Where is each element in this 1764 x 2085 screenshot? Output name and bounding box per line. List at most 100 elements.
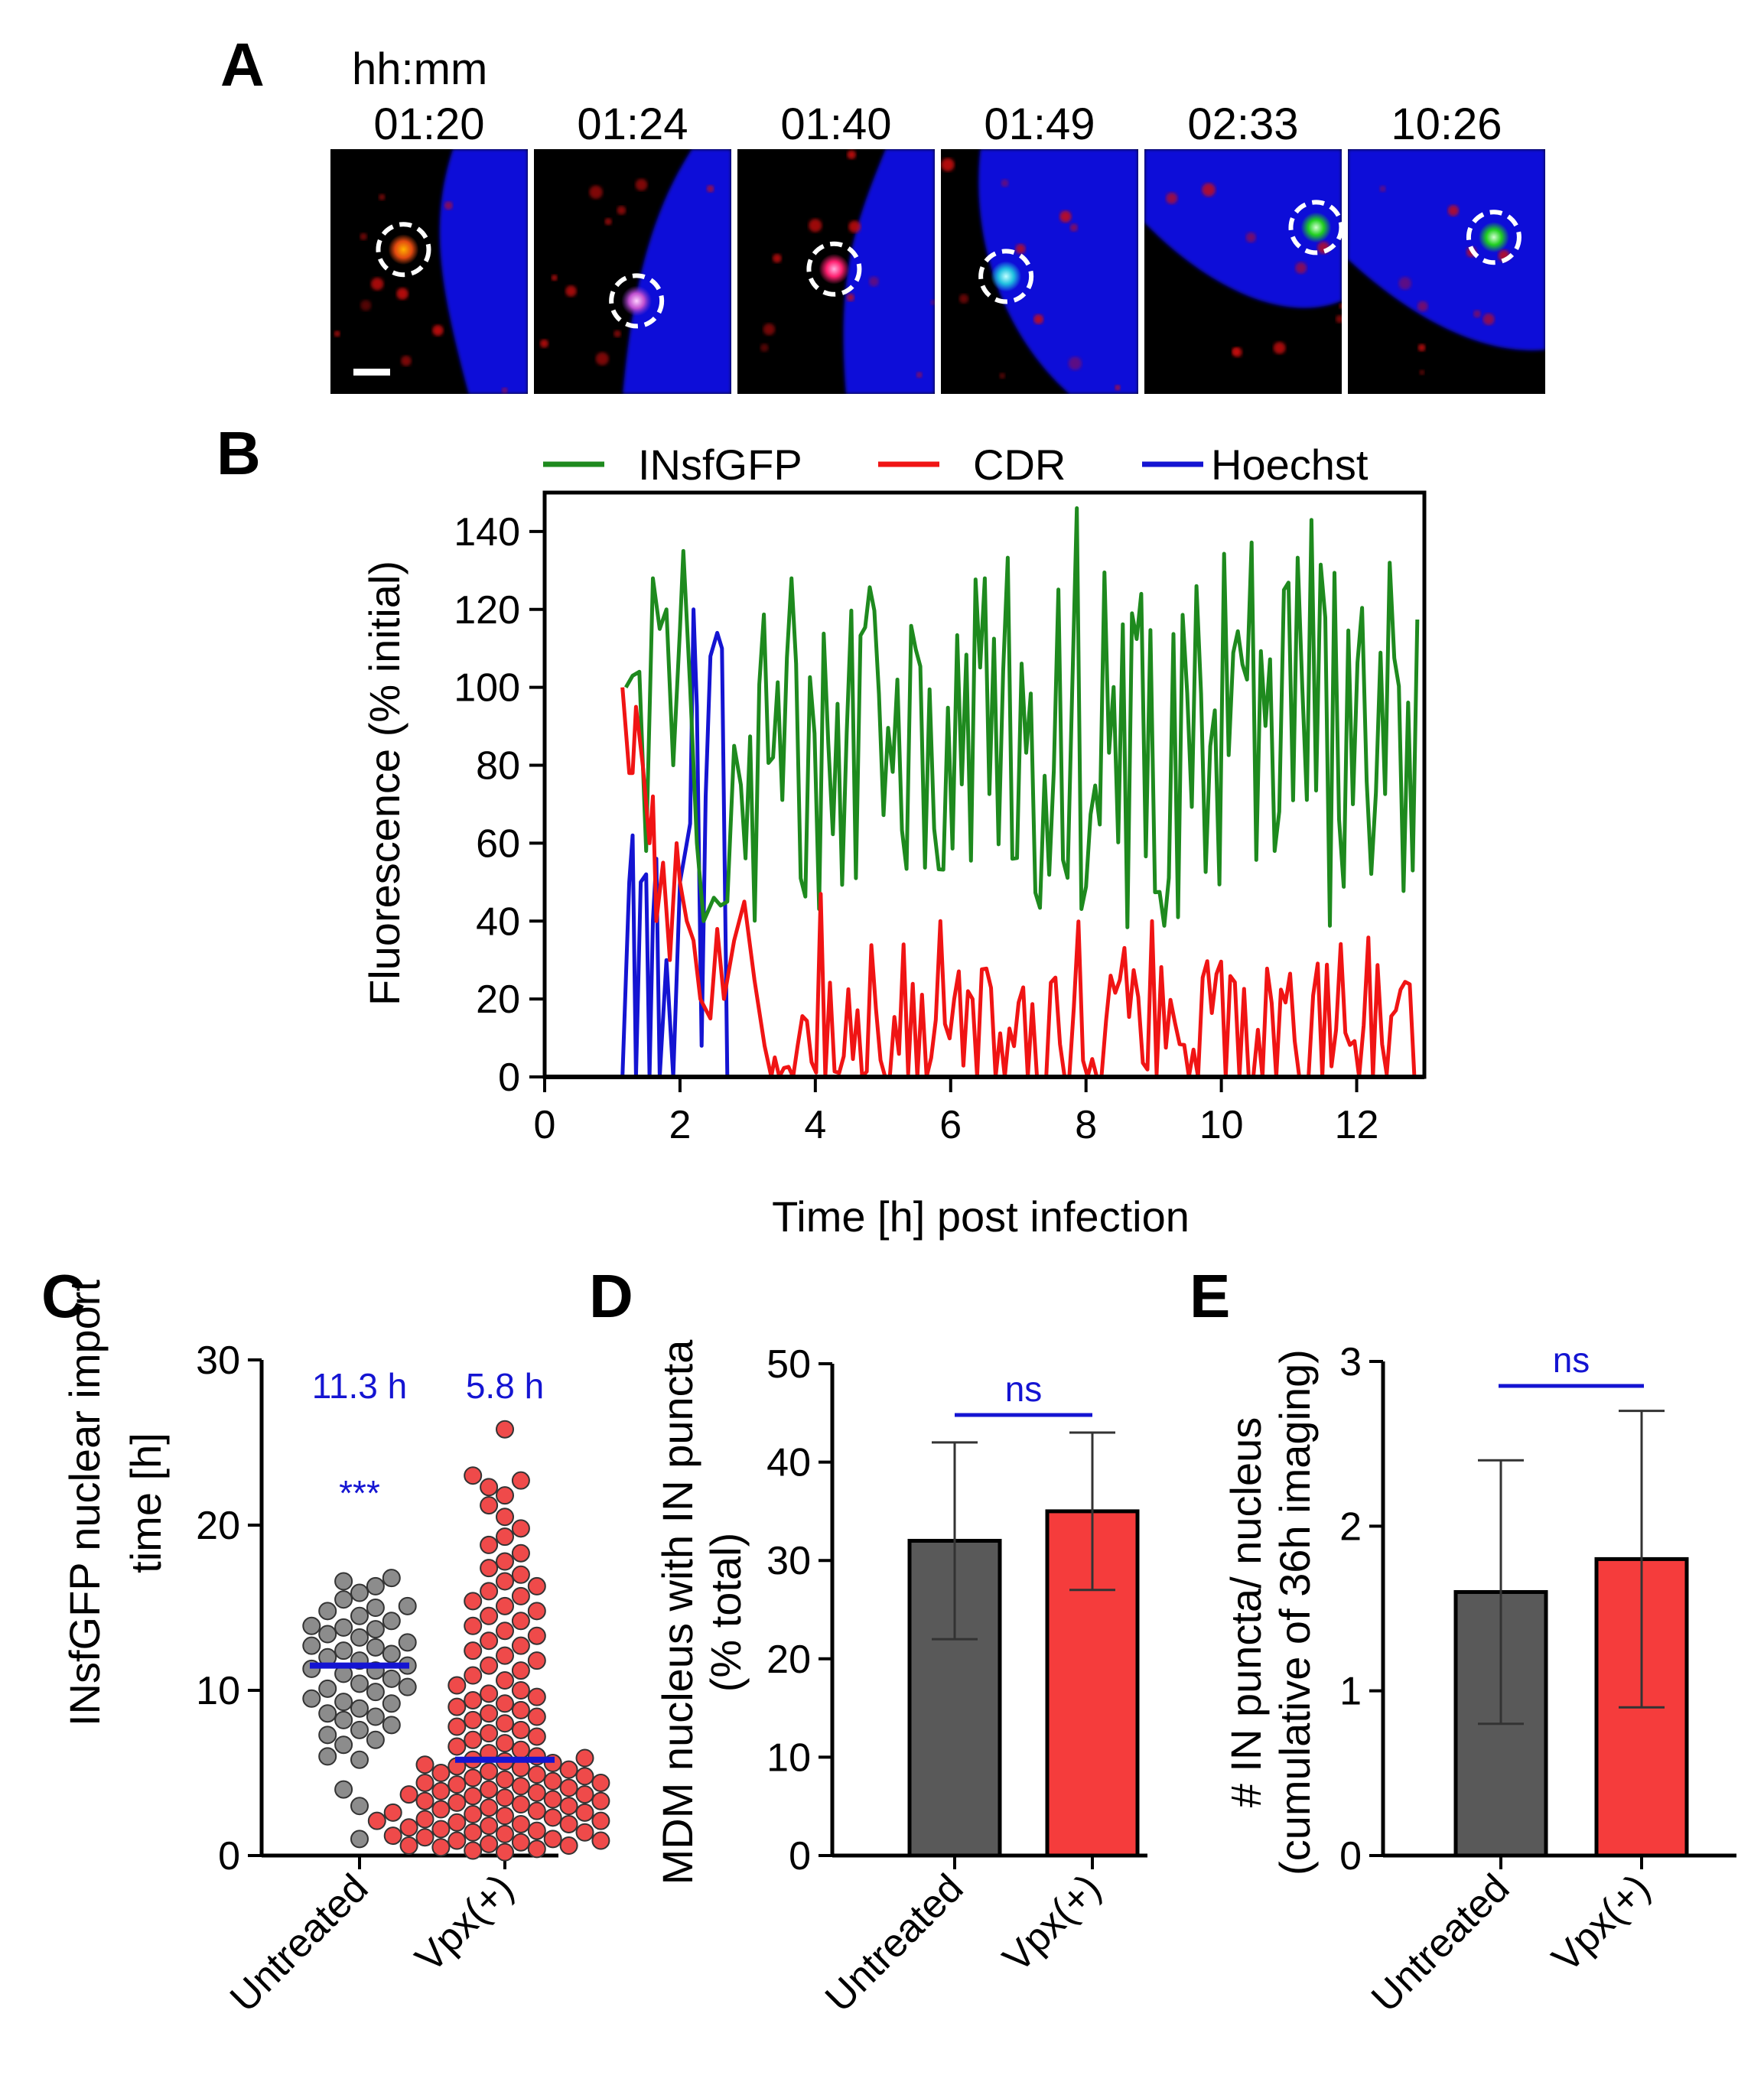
data-point — [527, 1765, 546, 1784]
data-point — [511, 1833, 530, 1852]
background-speckle — [1419, 369, 1425, 376]
background-speckle — [617, 206, 627, 215]
y-tick-label: 60 — [476, 821, 520, 866]
data-point — [511, 1681, 530, 1700]
panel-a-micrographs: A hh:mm 01:20 01:24 01:40 01:49 02:33 10:26 — [220, 31, 1545, 394]
data-point — [511, 1700, 530, 1719]
data-point — [302, 1616, 321, 1635]
data-point — [334, 1618, 353, 1637]
x-tick-label: 8 — [1075, 1103, 1097, 1147]
data-point — [350, 1750, 369, 1769]
viral-spot — [1300, 212, 1332, 243]
data-point — [496, 1843, 514, 1862]
data-point — [383, 1826, 402, 1846]
background-speckle — [1068, 356, 1082, 370]
x-tick-label: 4 — [804, 1103, 826, 1147]
y-tick-label: 40 — [766, 1441, 811, 1485]
data-point — [496, 1508, 514, 1527]
data-point — [480, 1684, 499, 1703]
data-point — [448, 1775, 467, 1794]
background-speckle — [1001, 179, 1009, 187]
background-speckle — [847, 150, 856, 160]
data-point — [496, 1807, 514, 1826]
data-point — [496, 1694, 514, 1713]
micrograph-frame: 01:24 — [534, 99, 731, 394]
background-speckle — [565, 285, 577, 297]
data-point — [496, 1527, 514, 1547]
y-tick-label: 20 — [766, 1638, 811, 1682]
data-point — [480, 1478, 499, 1497]
panel-b-line-chart: B INsfGFP CDR Hoechst 0 2 4 6 8 10 12020406080… — [216, 419, 1427, 1241]
data-point — [511, 1543, 530, 1563]
background-speckle — [595, 352, 609, 366]
data-point — [480, 1535, 499, 1554]
background-speckle — [1069, 223, 1078, 232]
data-point — [511, 1661, 530, 1680]
data-point — [448, 1793, 467, 1812]
data-point — [575, 1803, 594, 1822]
data-point — [350, 1674, 369, 1693]
data-point — [511, 1471, 530, 1490]
x-tick-label: 12 — [1335, 1103, 1379, 1147]
background-speckle — [1115, 385, 1121, 391]
panel-letter-e: E — [1190, 1262, 1230, 1330]
data-point — [350, 1830, 369, 1849]
data-point — [334, 1780, 353, 1799]
data-point — [350, 1583, 369, 1602]
y-tick-label: 120 — [454, 588, 520, 633]
data-point — [431, 1764, 451, 1782]
data-point — [575, 1748, 594, 1768]
y-axis-title-c-line1: INsfGFP nuclear import — [60, 1280, 109, 1726]
y-tick-label: 100 — [454, 666, 520, 711]
data-point — [511, 1720, 530, 1739]
data-point — [496, 1596, 514, 1615]
data-point — [464, 1768, 483, 1787]
x-tick-label: 2 — [669, 1103, 691, 1147]
background-speckle — [1417, 301, 1428, 312]
data-point — [591, 1773, 610, 1792]
data-point — [480, 1606, 499, 1625]
nucleus-region — [843, 149, 935, 394]
median-value-label: 11.3 h — [312, 1366, 407, 1406]
data-point — [415, 1810, 434, 1829]
x-category-label: Untreated — [222, 1865, 376, 2020]
background-speckle — [1339, 303, 1342, 309]
legend-label-cdr: CDR — [973, 441, 1066, 489]
data-point — [511, 1612, 530, 1631]
y-tick-label: 30 — [196, 1338, 240, 1383]
data-point — [399, 1836, 418, 1856]
background-speckle — [539, 339, 548, 348]
y-tick-label: 0 — [789, 1834, 811, 1878]
background-speckle — [1245, 232, 1256, 242]
background-speckle — [1482, 313, 1495, 325]
data-point — [527, 1839, 546, 1859]
data-point — [382, 1569, 401, 1588]
data-point — [480, 1761, 499, 1781]
significance-label: ns — [1553, 1340, 1590, 1380]
data-point — [302, 1689, 321, 1708]
data-point — [398, 1596, 417, 1615]
y-tick-label: 3 — [1339, 1340, 1362, 1384]
data-point — [480, 1780, 499, 1799]
median-value-label: 5.8 h — [466, 1366, 544, 1406]
background-speckle — [589, 185, 603, 200]
spot-marker-circle — [806, 241, 862, 297]
background-speckle — [396, 288, 408, 300]
data-point — [480, 1724, 499, 1743]
y-tick-label: 1 — [1339, 1670, 1362, 1714]
data-point — [496, 1486, 514, 1505]
y-tick-label: 50 — [766, 1342, 811, 1387]
x-tick-label: 6 — [939, 1103, 962, 1147]
x-category-label: Vpx(+) — [994, 1865, 1109, 1980]
data-point — [559, 1836, 578, 1856]
background-speckle — [444, 201, 453, 210]
x-tick-label: 10 — [1199, 1103, 1244, 1147]
data-point — [496, 1714, 514, 1733]
data-point — [382, 1612, 401, 1631]
data-point — [350, 1628, 369, 1647]
background-speckle — [868, 276, 879, 287]
legend-label-hoechst: Hoechst — [1211, 441, 1369, 489]
background-speckle — [1232, 347, 1239, 356]
background-speckle — [604, 218, 612, 226]
